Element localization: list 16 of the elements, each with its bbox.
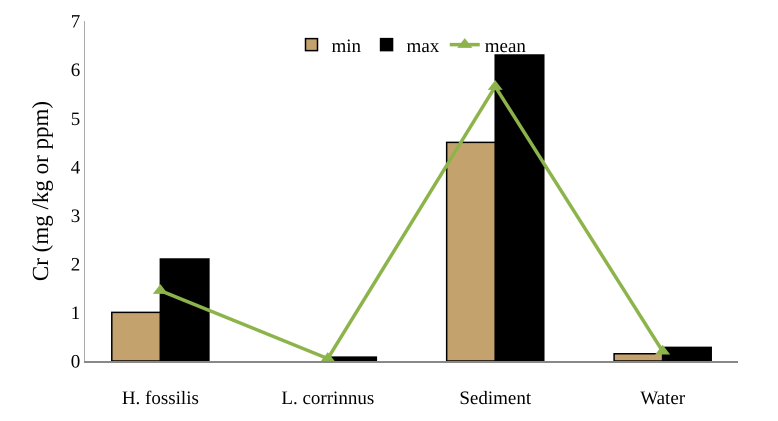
y-tick-label: 0 [70, 352, 80, 373]
x-tick-label: H. fossilis [122, 388, 199, 409]
y-tick-label: 6 [70, 60, 80, 82]
x-tick-label: Water [640, 388, 686, 409]
y-axis-title: Cr (mg /kg or ppm) [28, 100, 54, 282]
y-tick-label: 2 [70, 254, 80, 276]
y-tick-label: 3 [70, 206, 80, 227]
legend-label: mean [484, 36, 526, 58]
legend-label: max [406, 36, 440, 58]
y-tick-label: 4 [70, 157, 81, 178]
y-tick-label: 5 [70, 108, 80, 130]
y-tick-label: 7 [70, 12, 80, 33]
x-tick-label: Sediment [459, 388, 532, 409]
x-tick-label: L. corrinnus [281, 388, 374, 409]
y-tick-label: 1 [70, 303, 80, 324]
legend-label: min [332, 36, 362, 58]
